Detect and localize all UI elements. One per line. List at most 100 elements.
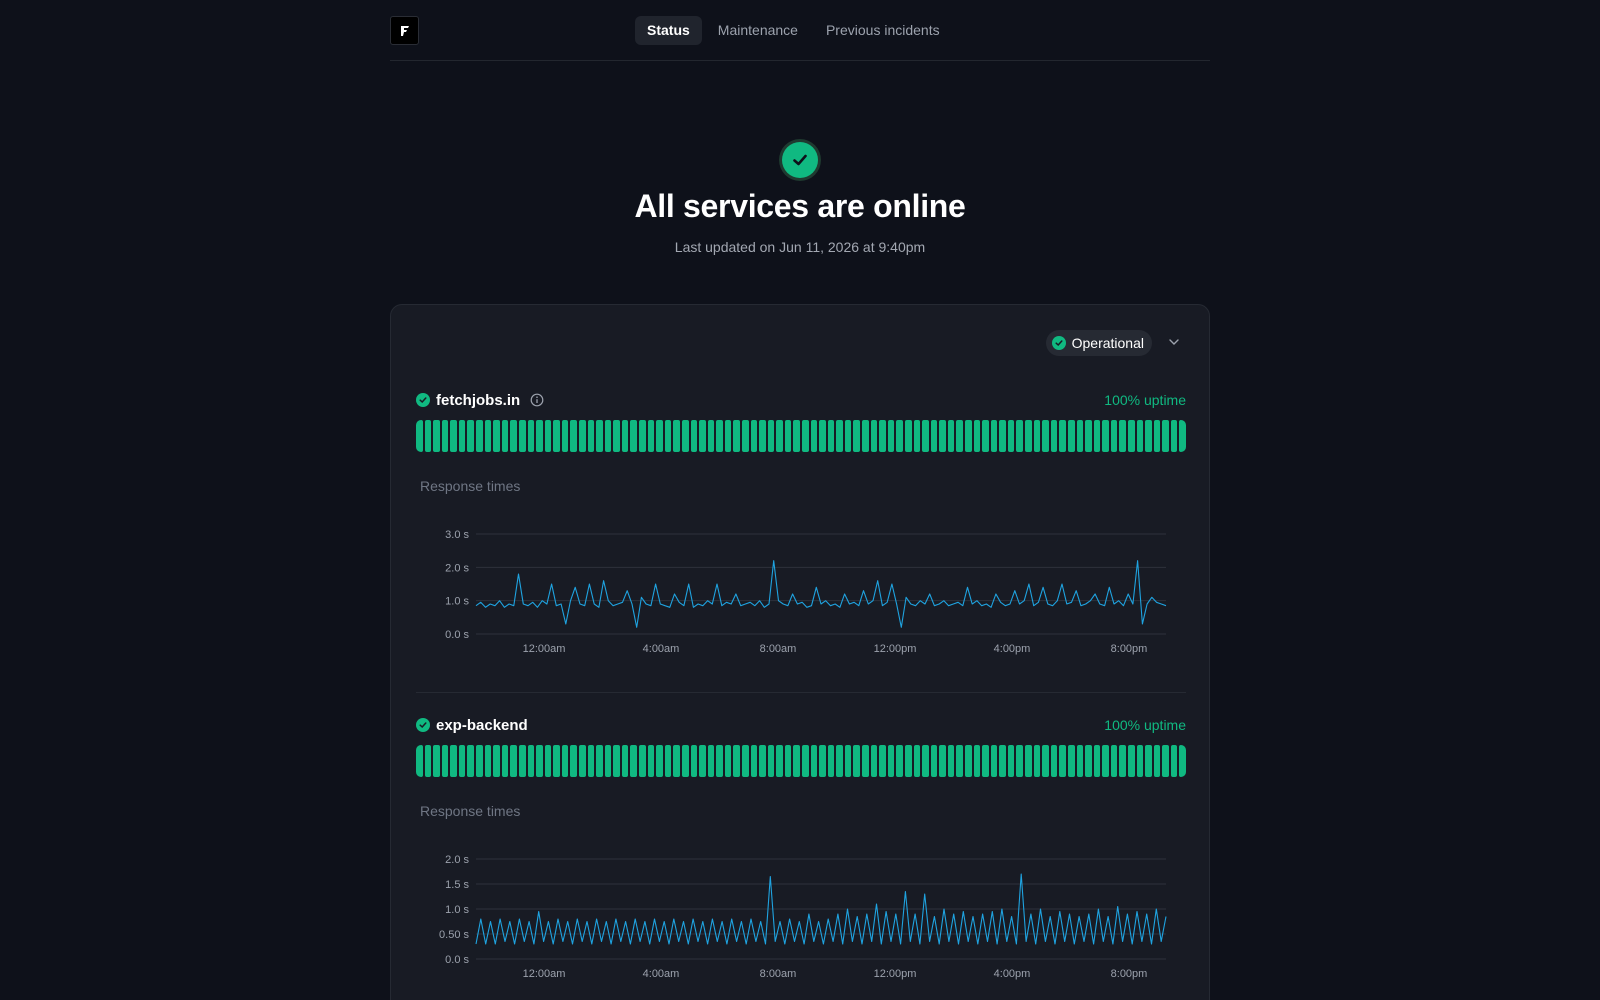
uptime-day-bar[interactable] bbox=[982, 420, 989, 452]
uptime-day-bar[interactable] bbox=[424, 745, 432, 777]
uptime-day-bar[interactable] bbox=[1059, 420, 1066, 452]
uptime-day-bar[interactable] bbox=[819, 420, 826, 452]
uptime-day-bar[interactable] bbox=[630, 745, 638, 777]
uptime-day-bar[interactable] bbox=[716, 745, 723, 777]
uptime-day-bar[interactable] bbox=[1162, 745, 1169, 777]
uptime-day-bar[interactable] bbox=[613, 420, 620, 452]
uptime-day-bar[interactable] bbox=[793, 745, 801, 777]
uptime-day-bar[interactable] bbox=[1102, 420, 1109, 452]
uptime-day-bar[interactable] bbox=[1016, 420, 1024, 452]
uptime-day-bar[interactable] bbox=[561, 420, 569, 452]
uptime-day-bar[interactable] bbox=[501, 420, 509, 452]
uptime-day-bar[interactable] bbox=[716, 420, 723, 452]
uptime-day-bar[interactable] bbox=[553, 420, 560, 452]
uptime-day-bar[interactable] bbox=[587, 420, 595, 452]
uptime-day-bar[interactable] bbox=[862, 420, 869, 452]
uptime-day-bar[interactable] bbox=[1025, 420, 1032, 452]
uptime-day-bar[interactable] bbox=[639, 745, 646, 777]
uptime-day-bar[interactable] bbox=[467, 745, 475, 777]
uptime-day-bar[interactable] bbox=[450, 420, 457, 452]
uptime-day-bar[interactable] bbox=[596, 420, 603, 452]
uptime-day-bar[interactable] bbox=[690, 745, 698, 777]
uptime-day-bar[interactable] bbox=[596, 745, 603, 777]
uptime-day-bar[interactable] bbox=[724, 745, 732, 777]
uptime-day-bar[interactable] bbox=[673, 745, 680, 777]
tab-maintenance[interactable]: Maintenance bbox=[717, 22, 798, 38]
uptime-day-bar[interactable] bbox=[1007, 420, 1015, 452]
uptime-day-bar[interactable] bbox=[1050, 745, 1058, 777]
uptime-day-bar[interactable] bbox=[1170, 745, 1178, 777]
uptime-day-bar[interactable] bbox=[656, 745, 663, 777]
uptime-day-bar[interactable] bbox=[536, 420, 543, 452]
uptime-day-bar[interactable] bbox=[853, 745, 861, 777]
uptime-day-bar[interactable] bbox=[1042, 745, 1049, 777]
uptime-day-bar[interactable] bbox=[1059, 745, 1066, 777]
uptime-day-bar[interactable] bbox=[1110, 420, 1118, 452]
uptime-day-bar[interactable] bbox=[836, 745, 843, 777]
uptime-day-bar[interactable] bbox=[1153, 745, 1161, 777]
uptime-day-bar[interactable] bbox=[887, 745, 895, 777]
status-filter-badge[interactable]: Operational bbox=[1045, 330, 1152, 356]
uptime-day-bar[interactable] bbox=[1170, 420, 1178, 452]
info-icon[interactable] bbox=[530, 393, 544, 407]
uptime-day-bar[interactable] bbox=[922, 420, 929, 452]
uptime-day-bar[interactable] bbox=[647, 745, 655, 777]
uptime-day-bar[interactable] bbox=[510, 745, 517, 777]
uptime-day-bar[interactable] bbox=[913, 420, 921, 452]
uptime-day-bar[interactable] bbox=[879, 420, 886, 452]
uptime-day-bar[interactable] bbox=[784, 745, 792, 777]
uptime-day-bar[interactable] bbox=[493, 745, 500, 777]
uptime-day-bar[interactable] bbox=[570, 745, 577, 777]
uptime-day-bar[interactable] bbox=[578, 745, 586, 777]
uptime-day-bar[interactable] bbox=[930, 420, 938, 452]
uptime-day-bar[interactable] bbox=[544, 745, 552, 777]
uptime-day-bar[interactable] bbox=[699, 745, 706, 777]
uptime-day-bar[interactable] bbox=[527, 420, 535, 452]
uptime-day-bar[interactable] bbox=[587, 745, 595, 777]
uptime-day-bar[interactable] bbox=[990, 420, 998, 452]
uptime-day-bar[interactable] bbox=[793, 420, 801, 452]
uptime-day-bar[interactable] bbox=[467, 420, 475, 452]
uptime-day-bar[interactable] bbox=[578, 420, 586, 452]
uptime-day-bar[interactable] bbox=[1033, 745, 1041, 777]
uptime-day-bar[interactable] bbox=[870, 420, 878, 452]
uptime-day-bar[interactable] bbox=[639, 420, 646, 452]
uptime-day-bar[interactable] bbox=[458, 745, 466, 777]
uptime-day-bar[interactable] bbox=[416, 420, 423, 452]
uptime-day-bar[interactable] bbox=[784, 420, 792, 452]
uptime-day-bar[interactable] bbox=[750, 420, 758, 452]
uptime-day-bar[interactable] bbox=[862, 745, 869, 777]
uptime-day-bar[interactable] bbox=[767, 745, 775, 777]
uptime-day-bar[interactable] bbox=[759, 420, 766, 452]
uptime-day-bar[interactable] bbox=[476, 745, 483, 777]
uptime-day-bar[interactable] bbox=[939, 420, 946, 452]
uptime-day-bar[interactable] bbox=[1179, 745, 1186, 777]
uptime-day-bar[interactable] bbox=[930, 745, 938, 777]
uptime-day-bar[interactable] bbox=[433, 745, 440, 777]
uptime-day-bar[interactable] bbox=[681, 745, 689, 777]
uptime-day-bar[interactable] bbox=[844, 420, 852, 452]
uptime-day-bar[interactable] bbox=[896, 420, 903, 452]
uptime-day-bar[interactable] bbox=[836, 420, 843, 452]
uptime-day-bar[interactable] bbox=[630, 420, 638, 452]
uptime-day-bar[interactable] bbox=[416, 745, 423, 777]
uptime-day-bar[interactable] bbox=[947, 420, 955, 452]
uptime-day-bar[interactable] bbox=[990, 745, 998, 777]
uptime-day-bar[interactable] bbox=[1076, 745, 1084, 777]
uptime-day-bar[interactable] bbox=[1136, 420, 1144, 452]
uptime-day-bar[interactable] bbox=[802, 745, 809, 777]
uptime-day-bar[interactable] bbox=[450, 745, 457, 777]
uptime-day-bar[interactable] bbox=[956, 745, 963, 777]
uptime-day-bar[interactable] bbox=[827, 745, 835, 777]
uptime-day-bar[interactable] bbox=[1127, 745, 1135, 777]
uptime-day-bar[interactable] bbox=[664, 745, 672, 777]
uptime-day-bar[interactable] bbox=[767, 420, 775, 452]
uptime-day-bar[interactable] bbox=[518, 745, 526, 777]
uptime-day-bar[interactable] bbox=[819, 745, 826, 777]
uptime-day-bar[interactable] bbox=[1085, 745, 1092, 777]
uptime-day-bar[interactable] bbox=[424, 420, 432, 452]
uptime-day-bar[interactable] bbox=[1136, 745, 1144, 777]
uptime-day-bar[interactable] bbox=[827, 420, 835, 452]
uptime-day-bar[interactable] bbox=[536, 745, 543, 777]
uptime-day-bar[interactable] bbox=[1067, 745, 1075, 777]
